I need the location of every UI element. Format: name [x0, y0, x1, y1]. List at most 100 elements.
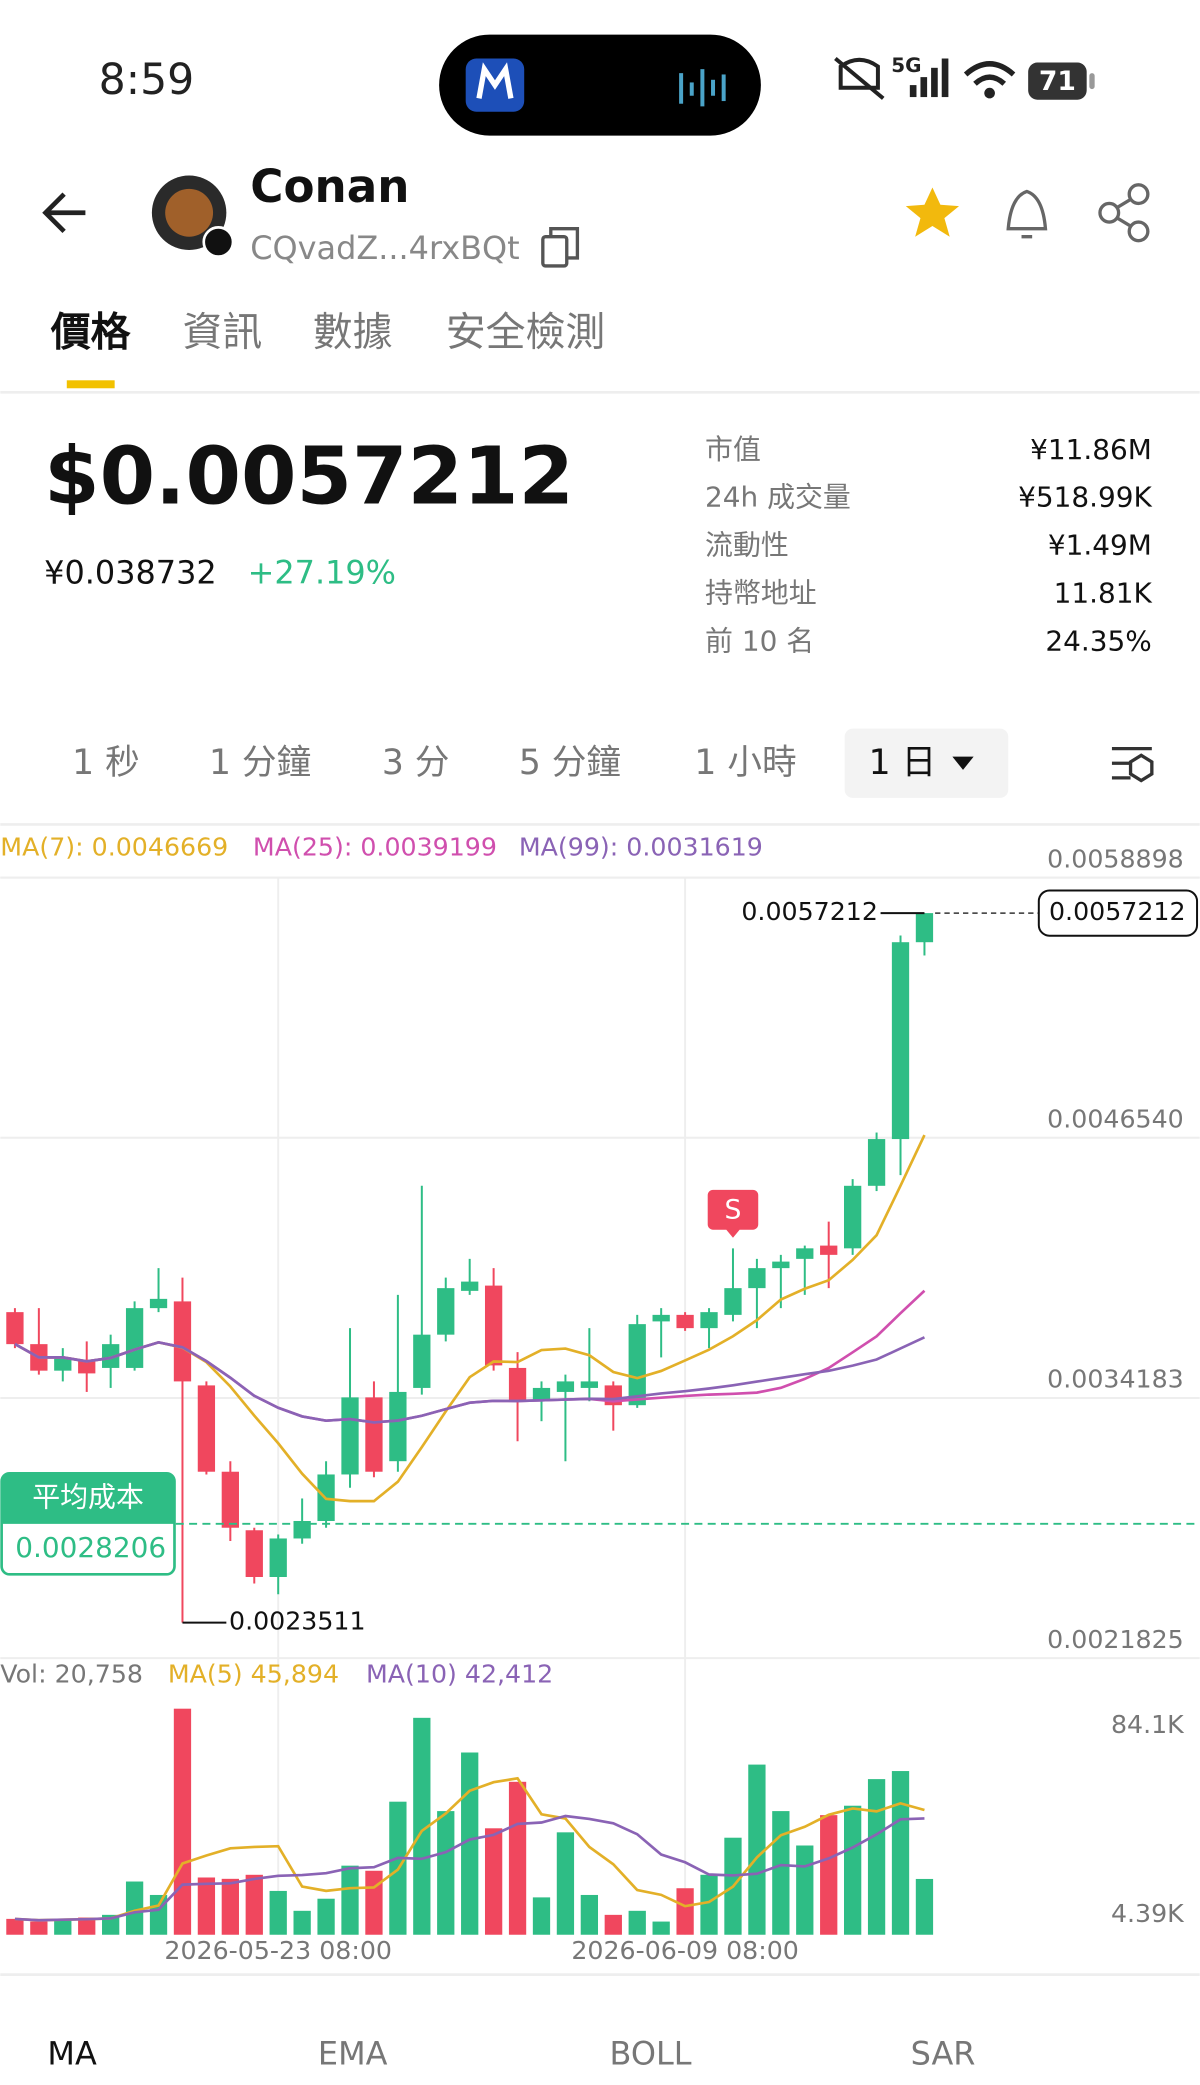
- volume-bar: [891, 1771, 910, 1935]
- network-label: 5G: [891, 53, 921, 77]
- candle-body: [173, 1301, 192, 1382]
- candle-body: [772, 1261, 790, 1269]
- volume-bar: [269, 1890, 287, 1935]
- battery-level: 71: [1039, 66, 1076, 97]
- candle-body: [796, 1248, 814, 1259]
- tab[interactable]: 數據: [313, 310, 393, 356]
- candle-body: [389, 1391, 407, 1462]
- high-label: 0.0057212: [741, 897, 878, 926]
- y-tick-label: 0.0034183: [1047, 1365, 1184, 1394]
- volume-tick-label: 84.1K: [1111, 1710, 1185, 1739]
- volume-bar: [508, 1781, 527, 1935]
- candle-body: [891, 942, 910, 1140]
- candle-body: [508, 1367, 527, 1402]
- dropdown-arrow: [952, 756, 974, 770]
- timeframe[interactable]: 3 分: [382, 743, 450, 783]
- low-label: 0.0023511: [229, 1607, 366, 1636]
- status-time: 8:59: [99, 56, 195, 105]
- volume-bar: [293, 1910, 311, 1935]
- timeframe[interactable]: 1 分鐘: [209, 743, 311, 783]
- volume-bar: [580, 1894, 599, 1935]
- favorite-star[interactable]: [905, 187, 960, 237]
- ma7-line: [14, 1134, 926, 1503]
- volume-bar: [796, 1845, 814, 1935]
- timeframe[interactable]: 1 秒: [72, 743, 140, 783]
- volume-bar: [700, 1874, 718, 1935]
- stat-label: 流動性: [705, 529, 789, 562]
- volume-ma-label: MA(10) 42,412: [366, 1659, 553, 1688]
- indicator-tab[interactable]: EMA: [318, 2035, 388, 2073]
- tab[interactable]: 資訊: [182, 310, 262, 356]
- current-price-box: [1037, 889, 1199, 937]
- candle-body: [54, 1357, 72, 1371]
- volume-ma-label: MA(5) 45,894: [168, 1659, 339, 1688]
- indicator-tab[interactable]: MA: [47, 2035, 97, 2073]
- ma-label: MA(7): 0.0046669: [0, 832, 228, 861]
- chain-badge: [202, 226, 235, 258]
- volume-bar: [820, 1815, 838, 1935]
- timeframe[interactable]: 1 日: [869, 743, 937, 783]
- avg-cost-title: 平均成本: [32, 1481, 144, 1514]
- candle-body: [580, 1381, 599, 1388]
- share-button[interactable]: [1098, 183, 1150, 243]
- tab[interactable]: 安全檢測: [446, 310, 606, 356]
- volume-bar: [532, 1897, 551, 1935]
- candle-body: [197, 1385, 216, 1472]
- signal-icons: [834, 56, 1016, 100]
- dynamic-island: [439, 34, 761, 136]
- candle-body: [125, 1308, 144, 1368]
- volume-label: Vol: 20,758: [0, 1659, 143, 1688]
- candle-body: [532, 1387, 551, 1402]
- candle-body: [413, 1334, 431, 1388]
- candle-body: [748, 1268, 766, 1289]
- volume-bar: [245, 1874, 263, 1935]
- candle-body: [293, 1520, 311, 1539]
- indicator-tab[interactable]: SAR: [911, 2035, 976, 2073]
- candle-body: [341, 1397, 359, 1475]
- battery: [1028, 62, 1087, 100]
- volume-bar: [461, 1752, 479, 1935]
- candle-body: [461, 1281, 479, 1291]
- timeframe[interactable]: 1 小時: [694, 743, 796, 783]
- volume-bar: [173, 1708, 192, 1935]
- volume-bar: [341, 1865, 359, 1935]
- candle-body: [556, 1381, 575, 1392]
- back-button[interactable]: [42, 192, 86, 234]
- stat-value: 11.81K: [1054, 576, 1153, 609]
- volume-bar: [30, 1921, 48, 1935]
- stat-label: 市值: [705, 433, 761, 466]
- tab[interactable]: 價格: [50, 310, 132, 356]
- alert-bell[interactable]: [1006, 189, 1048, 239]
- ma99-line: [14, 1336, 926, 1424]
- volume-bar: [6, 1918, 24, 1935]
- candle-body: [78, 1360, 96, 1374]
- y-tick-label: 0.0046540: [1047, 1105, 1184, 1134]
- volume-bar: [915, 1878, 934, 1935]
- timeframe[interactable]: 5 分鐘: [519, 743, 621, 783]
- volume-bar: [413, 1717, 431, 1935]
- candle-body: [221, 1471, 239, 1528]
- copy-button[interactable]: [541, 227, 580, 268]
- audio-wave: [679, 69, 726, 107]
- indicator-tab[interactable]: BOLL: [610, 2035, 692, 2073]
- volume-bar: [772, 1811, 790, 1935]
- stat-label: 24h 成交量: [705, 481, 851, 514]
- signal-label: S: [725, 1195, 742, 1226]
- token-address: CQvadZ...4rxBQt: [250, 229, 519, 267]
- volume-bar: [125, 1881, 144, 1935]
- stat-value: ¥518.99K: [1018, 481, 1152, 514]
- volume-bar: [365, 1870, 383, 1935]
- volume-bar: [652, 1921, 670, 1935]
- ma-label: MA(99): 0.0031619: [519, 832, 763, 861]
- candle-body: [724, 1288, 742, 1315]
- stat-value: ¥11.86M: [1030, 433, 1152, 466]
- tab-indicator: [66, 380, 115, 389]
- token-name: Conan: [250, 160, 409, 213]
- volume-bar: [78, 1917, 96, 1935]
- candle-body: [628, 1324, 646, 1406]
- battery-cap: [1089, 73, 1095, 90]
- chart-settings[interactable]: [1111, 746, 1154, 783]
- volume-bar: [437, 1811, 455, 1935]
